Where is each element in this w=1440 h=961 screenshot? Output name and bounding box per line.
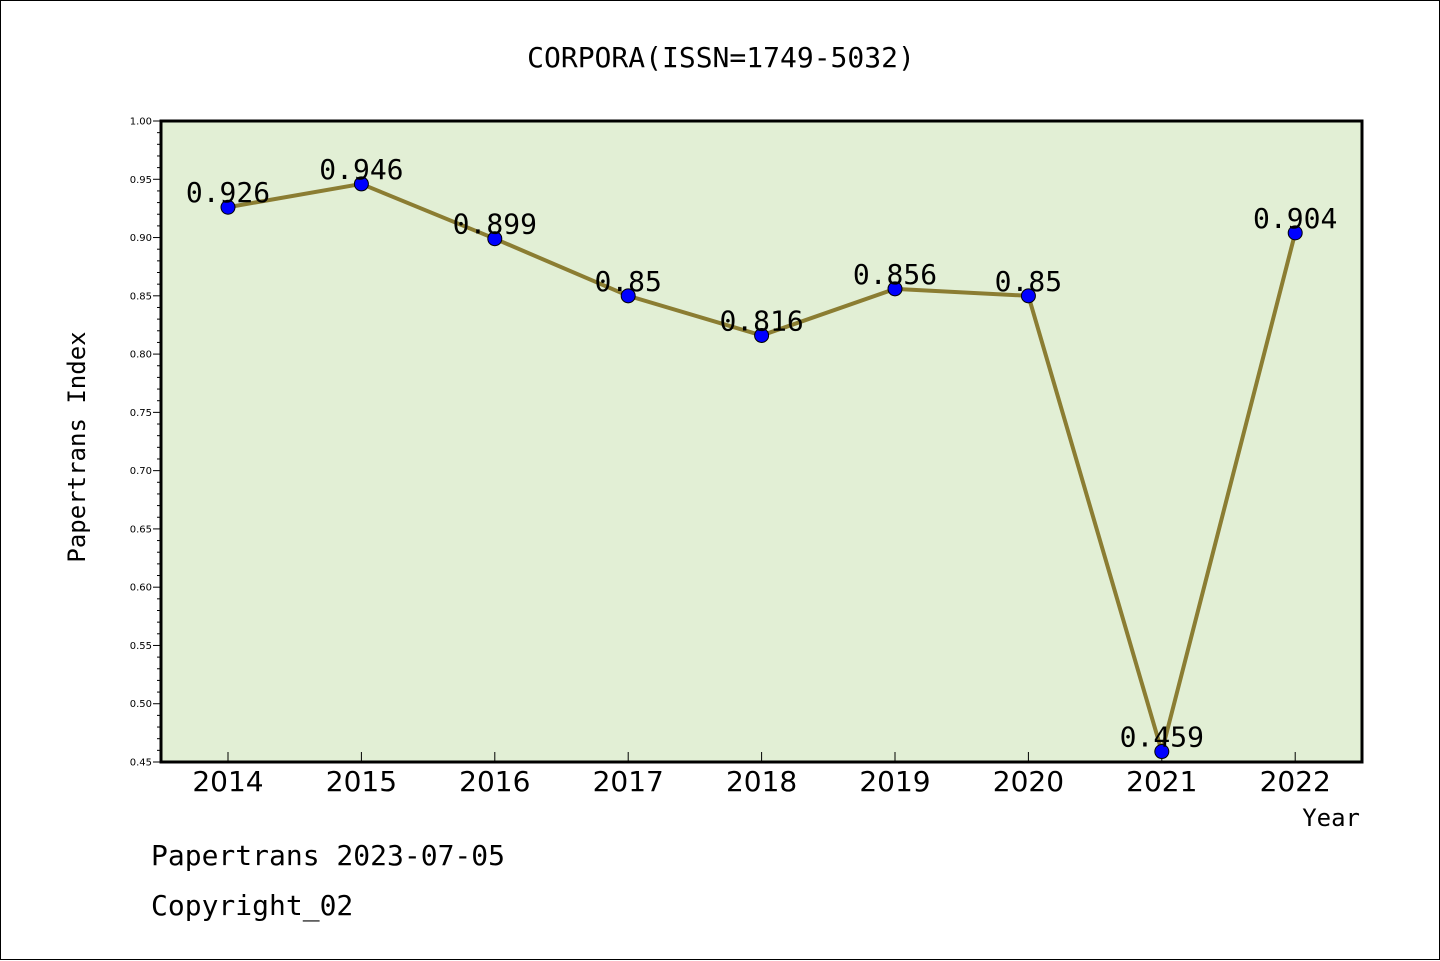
data-label: 0.459 xyxy=(1120,721,1204,754)
x-tick-label: 2015 xyxy=(326,765,397,798)
plot-border xyxy=(159,119,1364,764)
y-axis-ticks: 0.45 0.50 0.55 0.60 0.65 0.70 0.75 0.80 0.85 0.90… xyxy=(130,117,161,769)
y-tick-label: 0.65 xyxy=(130,524,152,535)
data-label: 0.85 xyxy=(594,265,661,298)
y-tick-label: 0.50 xyxy=(130,699,152,710)
plot-area xyxy=(161,121,1362,762)
data-label: 0.816 xyxy=(719,304,803,337)
y-tick-label: 0.85 xyxy=(130,291,152,302)
data-labels: 0.926 0.946 0.899 0.85 0.816 0.856 0.85 0.459 0.… xyxy=(186,153,1337,754)
footer-copyright: Copyright_02 xyxy=(151,889,353,923)
x-axis-ticks: 2014 2015 2016 2017 2018 2019 2020 2021 2022 xyxy=(192,752,1331,798)
x-tick-label: 2018 xyxy=(726,765,797,798)
y-tick-label: 0.80 xyxy=(130,350,152,361)
data-label: 0.856 xyxy=(853,258,937,291)
x-tick-label: 2022 xyxy=(1260,765,1331,798)
footer-date: Papertrans 2023-07-05 xyxy=(151,839,505,872)
y-tick-label: 1.00 xyxy=(130,117,152,128)
data-point xyxy=(1020,288,1036,304)
data-point xyxy=(754,327,770,343)
x-axis-label: Year xyxy=(1302,804,1360,832)
x-tick-label: 2020 xyxy=(993,765,1064,798)
data-label: 0.904 xyxy=(1253,202,1337,235)
data-point xyxy=(1287,225,1303,241)
data-point xyxy=(887,281,903,297)
data-label: 0.85 xyxy=(995,265,1062,298)
data-point xyxy=(220,199,236,215)
y-tick-label: 0.55 xyxy=(130,641,152,652)
chart-title: CORPORA(ISSN=1749-5032) xyxy=(527,41,915,74)
y-tick-label: 0.45 xyxy=(130,758,152,769)
data-label: 0.899 xyxy=(453,208,537,241)
data-label: 0.946 xyxy=(319,153,403,186)
data-point xyxy=(620,288,636,304)
y-tick-label: 0.60 xyxy=(130,583,152,594)
x-tick-label: 2021 xyxy=(1126,765,1197,798)
data-label: 0.926 xyxy=(186,176,270,209)
x-tick-label: 2017 xyxy=(593,765,664,798)
x-tick-label: 2016 xyxy=(459,765,530,798)
x-tick-label: 2019 xyxy=(859,765,930,798)
y-tick-label: 0.95 xyxy=(130,175,152,186)
y-tick-label: 0.70 xyxy=(130,466,152,477)
x-tick-label: 2014 xyxy=(192,765,263,798)
data-point xyxy=(1154,744,1170,760)
y-tick-label: 0.75 xyxy=(130,408,152,419)
y-axis-label: Papertrans Index xyxy=(63,331,91,562)
data-point xyxy=(487,231,503,247)
data-point xyxy=(353,176,369,192)
series-group xyxy=(220,176,1303,760)
y-tick-label: 0.90 xyxy=(130,233,152,244)
